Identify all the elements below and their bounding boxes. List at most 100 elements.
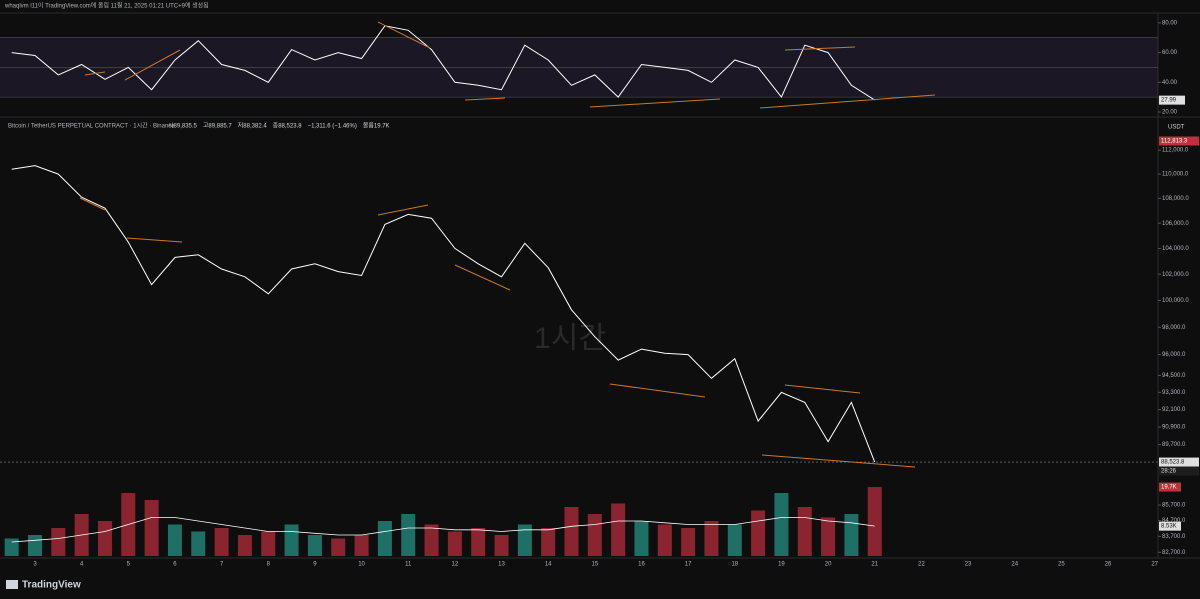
y-tick-label: 20.00	[1162, 110, 1178, 116]
volume-bar	[214, 528, 229, 556]
volume-bar	[657, 524, 672, 556]
brand-logo	[6, 580, 18, 589]
x-tick-label: 26	[1105, 562, 1112, 568]
volume-ma-line	[11, 517, 875, 543]
volume-bar	[354, 535, 369, 556]
volume-bar	[774, 493, 789, 556]
trend-line	[126, 237, 183, 243]
last-price-label: 88,523.8	[1161, 460, 1185, 466]
volume-ma-label: 8.53K	[1161, 524, 1177, 530]
x-tick-label: 18	[731, 562, 738, 568]
volume-bar	[751, 510, 766, 556]
trend-line	[84, 71, 106, 76]
y-tick-label: 94,500.0	[1162, 373, 1186, 379]
volume-bar	[424, 524, 439, 556]
rsi-line	[11, 25, 875, 101]
trend-line	[79, 197, 106, 211]
y-tick-label: 96,000.0	[1162, 352, 1186, 358]
volume-bar	[284, 524, 299, 556]
y-tick-label: 108,000.0	[1162, 196, 1189, 202]
volume-bar	[331, 538, 346, 556]
y-tick-label: 100,000.0	[1162, 298, 1189, 304]
x-tick-label: 4	[80, 562, 84, 568]
trend-line	[124, 49, 181, 81]
trend-line	[784, 46, 856, 51]
x-tick-label: 5	[127, 562, 131, 568]
volume-bar	[237, 535, 252, 556]
countdown: 28:26	[1161, 469, 1177, 475]
volume-bar	[261, 531, 276, 556]
y-tick-label: 112,000.0	[1162, 148, 1189, 154]
rsi-value-label: 27.99	[1161, 98, 1177, 104]
legend-value: 볼륨19.7K	[363, 123, 390, 130]
legend-name: Bitcoin / TetherUS PERPETUAL CONTRACT · …	[8, 122, 175, 130]
x-tick-label: 25	[1058, 562, 1065, 568]
y-tick-label: 89,700.0	[1162, 442, 1186, 448]
y-tick-label: 84,700.0	[1162, 518, 1186, 524]
volume-bar	[494, 535, 509, 556]
watermark: 1시간	[534, 322, 606, 355]
price-line	[11, 165, 876, 463]
volume-label: 19.7K	[1161, 485, 1177, 491]
legend-value: 고89,885.7	[203, 123, 233, 130]
volume-bar	[191, 531, 206, 556]
volume-bar	[27, 535, 42, 556]
trend-drawings	[79, 21, 936, 468]
trend-line	[609, 383, 706, 398]
y-tick-label: 85,700.0	[1162, 503, 1186, 509]
x-tick-label: 12	[452, 562, 459, 568]
x-tick-label: 13	[498, 562, 505, 568]
y-tick-label: 106,000.0	[1162, 221, 1189, 227]
volume-bar	[471, 528, 486, 556]
x-tick-label: 15	[591, 562, 598, 568]
trend-line	[377, 204, 429, 216]
volume-bar	[867, 487, 882, 556]
legend-value: 저88,382.4	[238, 122, 268, 130]
countdown-bg	[1159, 466, 1199, 476]
volume-bar	[634, 521, 649, 556]
x-tick-label: 3	[33, 562, 37, 568]
volume-ma-label-bg	[1159, 521, 1181, 531]
x-tick-label: 20	[825, 562, 832, 568]
volume-bar	[167, 524, 182, 556]
volume-bar	[51, 528, 66, 556]
y-tick-label: 102,000.0	[1162, 272, 1189, 278]
high-label: 112,813.3	[1161, 139, 1188, 145]
x-tick-label: 8	[267, 562, 271, 568]
volume-bar	[401, 514, 416, 556]
currency: USDT	[1168, 125, 1185, 131]
x-tick-label: 23	[965, 562, 972, 568]
y-tick-label: 98,000.0	[1162, 325, 1186, 331]
volume-bar	[727, 524, 742, 556]
y-tick-label: 83,700.0	[1162, 534, 1186, 540]
trend-line	[377, 21, 431, 49]
volume-bar	[564, 507, 579, 556]
volume-bar	[844, 514, 859, 556]
header: whaqlvm l11이 TradingView.com에 올림 11월 21,…	[4, 2, 209, 10]
volume-bar	[97, 521, 112, 556]
y-tick-label: 104,000.0	[1162, 246, 1189, 252]
y-tick-label: 40.00	[1162, 80, 1178, 86]
x-tick-label: 9	[313, 562, 317, 568]
y-tick-label: 92,100.0	[1162, 407, 1186, 413]
volume-bar	[307, 535, 322, 556]
last-price-label-bg	[1159, 457, 1199, 467]
volume-bar	[447, 531, 462, 556]
x-tick-label: 17	[685, 562, 692, 568]
volume-bar	[541, 528, 556, 556]
trend-line	[761, 454, 916, 468]
y-tick-label: 80.00	[1162, 20, 1178, 26]
volume-bar	[797, 507, 812, 556]
volume-bar	[821, 517, 836, 556]
y-tick-label: 90,900.0	[1162, 425, 1186, 431]
x-tick-label: 19	[778, 562, 785, 568]
volume-bar	[704, 521, 719, 556]
brand: TradingView	[22, 580, 81, 591]
x-tick-label: 24	[1011, 562, 1018, 568]
volume-bar	[377, 521, 392, 556]
y-tick-label: 82,700.0	[1162, 550, 1186, 556]
volume-bar	[611, 503, 626, 556]
x-tick-label: 7	[220, 562, 224, 568]
